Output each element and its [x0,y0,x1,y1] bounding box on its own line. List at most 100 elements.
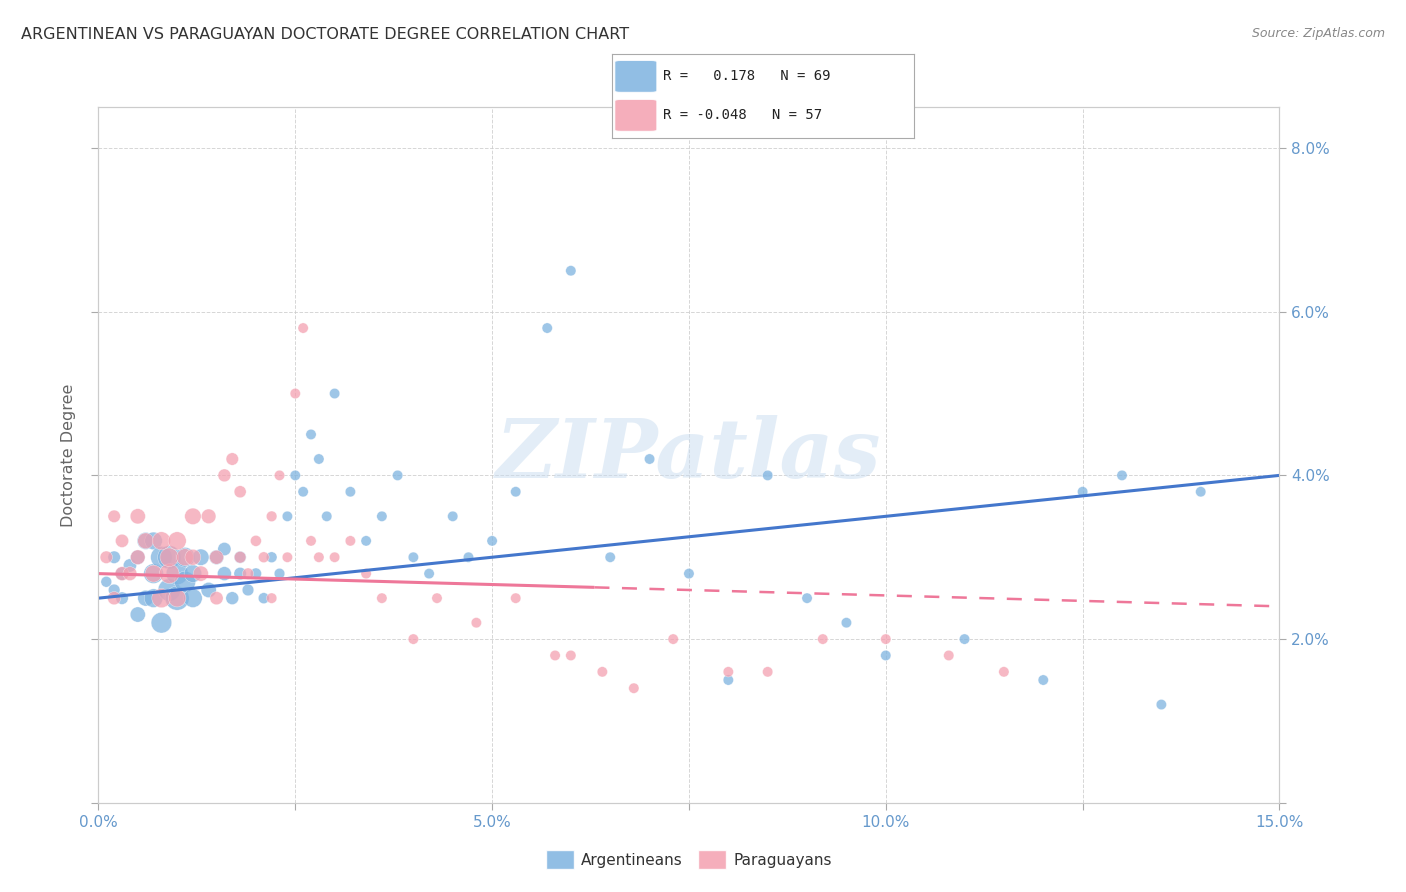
Point [166,566,188,581]
Point [157,550,180,565]
Point [402,632,425,646]
FancyBboxPatch shape [614,99,657,131]
Point [150,615,173,630]
FancyBboxPatch shape [614,61,657,93]
Point [214,542,236,557]
Point [1032,673,1054,687]
Point [111,591,134,606]
Point [253,591,276,606]
Point [197,509,219,524]
Point [1071,484,1094,499]
Point [796,591,818,606]
Point [835,615,858,630]
Point [1150,698,1173,712]
Point [157,550,180,565]
Point [1189,484,1212,499]
Point [127,550,149,565]
Point [166,591,188,606]
Point [505,591,527,606]
Point [308,550,330,565]
Point [229,566,252,581]
Point [229,484,252,499]
Point [236,582,259,597]
Point [371,591,394,606]
Point [111,533,134,548]
Point [174,550,197,565]
Point [103,582,125,597]
Point [457,550,479,565]
Point [284,386,307,401]
Point [245,533,267,548]
Point [308,452,330,467]
Point [591,665,613,679]
Point [150,533,173,548]
Point [299,533,322,548]
Point [135,533,157,548]
Legend: Argentineans, Paraguayans: Argentineans, Paraguayans [540,845,838,875]
Point [536,321,558,335]
Point [197,582,219,597]
Point [756,468,779,483]
Point [560,264,582,278]
Point [111,566,134,581]
Point [96,550,118,565]
Point [174,574,197,589]
Point [717,673,740,687]
Point [174,550,197,565]
Point [181,591,204,606]
Point [1111,468,1133,483]
Point [465,615,488,630]
Point [205,550,228,565]
Point [371,509,394,524]
Point [544,648,567,663]
Point [181,509,204,524]
Text: ZIPatlas: ZIPatlas [496,415,882,495]
Point [157,566,180,581]
Point [260,550,283,565]
Point [118,566,141,581]
Point [142,591,165,606]
Point [599,550,621,565]
Point [181,550,204,565]
Point [323,386,346,401]
Point [214,468,236,483]
Point [426,591,449,606]
Point [236,566,259,581]
Point [284,468,307,483]
Point [166,591,188,606]
Point [418,566,440,581]
Point [481,533,503,548]
Point [111,566,134,581]
Point [756,665,779,679]
Point [560,648,582,663]
Point [299,427,322,442]
Point [402,550,425,565]
Point [276,550,298,565]
Point [142,566,165,581]
Text: R =   0.178   N = 69: R = 0.178 N = 69 [664,70,831,83]
Point [245,566,267,581]
Text: ARGENTINEAN VS PARAGUAYAN DOCTORATE DEGREE CORRELATION CHART: ARGENTINEAN VS PARAGUAYAN DOCTORATE DEGR… [21,27,630,42]
Point [717,665,740,679]
Point [323,550,346,565]
Point [103,591,125,606]
Point [127,607,149,622]
Point [166,533,188,548]
Point [127,509,149,524]
Point [441,509,464,524]
Point [811,632,834,646]
Point [276,509,298,524]
Point [221,452,243,467]
Point [118,558,141,573]
Point [205,591,228,606]
Point [875,648,897,663]
Point [638,452,661,467]
Point [354,533,377,548]
Point [678,566,700,581]
Point [993,665,1015,679]
Point [150,550,173,565]
Point [260,509,283,524]
Point [339,484,361,499]
Point [339,533,361,548]
Point [662,632,685,646]
